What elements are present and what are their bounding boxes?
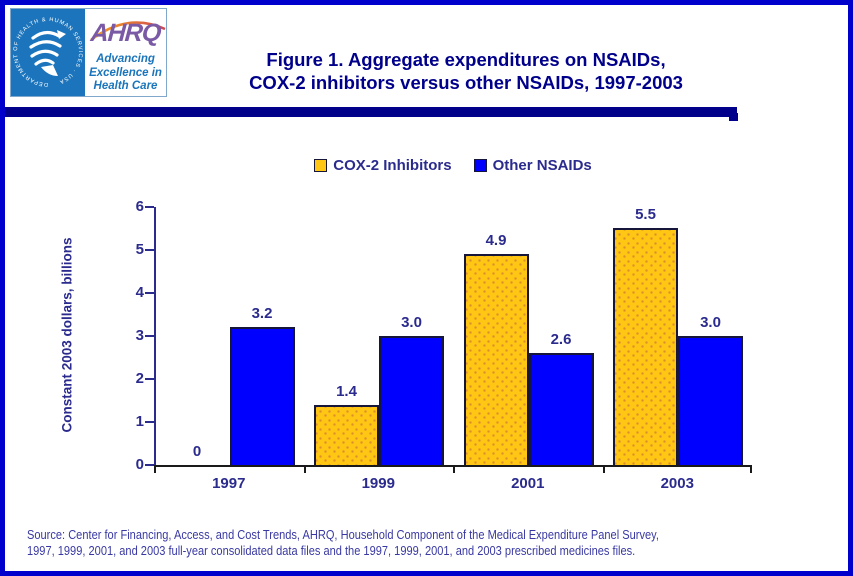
ahrq-acronym: AHRQ (89, 19, 162, 47)
value-label-other-nsaids-1999: 3.0 (401, 314, 422, 331)
tagline-line3: Health Care (93, 80, 158, 92)
bar-other-nsaids-2003 (678, 336, 743, 465)
value-label-other-nsaids-2001: 2.6 (550, 331, 572, 348)
title-divider-bar (5, 107, 737, 117)
rainbow-arc-icon (90, 21, 166, 42)
value-label-cox2-2003: 5.5 (635, 206, 656, 223)
bar-other-nsaids-2001 (528, 353, 594, 465)
bar-other-nsaids-1999 (379, 336, 444, 465)
value-label-cox2-1999: 1.4 (336, 383, 357, 400)
legend-entry-other-nsaids: Other NSAIDs (473, 157, 592, 174)
y-axis-tick (145, 378, 154, 380)
value-label-other-nsaids-2003: 3.0 (700, 314, 721, 331)
x-axis-tick (602, 465, 605, 473)
y-axis-tick-label: 2 (135, 370, 144, 387)
category-label-2003: 2003 (660, 475, 694, 492)
value-label-other-nsaids-1997: 3.2 (251, 305, 273, 322)
figure-title: Figure 1. Aggregate expenditures on NSAI… (85, 48, 847, 94)
y-axis-title: Constant 2003 dollars, billions (59, 237, 75, 433)
legend-swatch-other-nsaids (473, 159, 487, 172)
value-label-cox2-1997: 0 (192, 443, 202, 460)
y-axis-tick-label: 5 (135, 241, 144, 258)
x-axis-tick (750, 465, 752, 473)
x-axis-tick (303, 465, 306, 473)
tagline-line2: Excellence in (89, 66, 162, 79)
x-axis-tick (453, 465, 455, 473)
x-axis-tick (154, 465, 156, 473)
legend-label-other-nsaids: Other NSAIDs (492, 157, 592, 174)
y-axis-tick (145, 335, 154, 337)
chart-legend: COX-2 Inhibitors Other NSAIDs (154, 157, 752, 174)
y-axis-tick-label: 3 (135, 327, 144, 344)
bar-cox2-1999 (314, 405, 379, 465)
value-label-cox2-2001: 4.9 (485, 232, 507, 249)
y-axis-tick-label: 1 (135, 413, 144, 430)
source-line1: Source: Center for Financing, Access, an… (27, 528, 659, 542)
y-axis-tick-label: 4 (135, 284, 144, 301)
legend-label-cox2: COX-2 Inhibitors (333, 157, 452, 174)
source-note: Source: Center for Financing, Access, an… (27, 527, 824, 559)
y-axis-tick (145, 421, 154, 423)
y-axis-tick-label: 6 (135, 198, 144, 215)
y-axis-tick (145, 292, 154, 294)
y-axis-tick-label: 0 (135, 456, 144, 473)
ahrq-hhs-logo: DEPARTMENT OF HEALTH & HUMAN SERVICES · … (10, 8, 167, 97)
figure-title-line1: Figure 1. Aggregate expenditures on NSAI… (266, 49, 666, 70)
legend-swatch-cox2 (314, 159, 328, 172)
legend-entry-cox2: COX-2 Inhibitors (314, 157, 452, 174)
bar-cox2-2003 (613, 228, 678, 465)
tagline-line1: Advancing (96, 53, 155, 65)
y-axis-tick (145, 249, 154, 251)
category-label-1999: 1999 (361, 475, 395, 492)
category-label-1997: 1997 (212, 475, 246, 492)
ahrq-tagline: Advancing Excellence in Health Care (85, 53, 166, 94)
category-label-2001: 2001 (511, 475, 545, 492)
y-axis-line (154, 207, 156, 468)
ahrq-logo: AHRQ Advancing Excellence in Health Care (85, 9, 166, 96)
title-divider-cap (729, 113, 738, 121)
bar-other-nsaids-1997 (229, 327, 295, 465)
plot-area: 0 1 2 3 4 5 6 0 3.2 1997 1.4 3.0 1999 4.9 2.6 2001 5.5 3.… (136, 198, 752, 492)
source-line2: 1997, 1999, 2001, and 2003 full-year con… (27, 544, 636, 558)
hhs-logo: DEPARTMENT OF HEALTH & HUMAN SERVICES · … (11, 9, 85, 96)
y-axis-tick (145, 206, 154, 208)
hhs-eagle-icon: DEPARTMENT OF HEALTH & HUMAN SERVICES · … (13, 17, 82, 87)
bar-cox2-2001 (463, 254, 529, 465)
figure-title-line2: COX-2 inhibitors versus other NSAIDs, 19… (249, 72, 683, 93)
y-axis-tick (145, 464, 154, 466)
